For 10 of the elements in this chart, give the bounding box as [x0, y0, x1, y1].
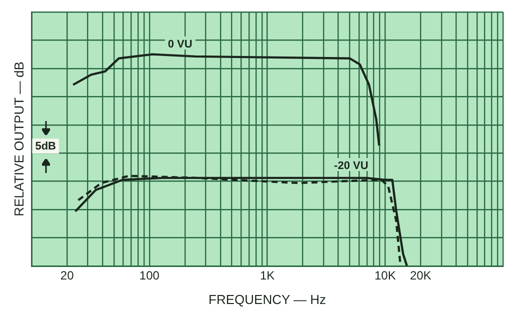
y-axis-title: RELATIVE OUTPUT — dB: [11, 62, 26, 216]
x-tick-label: 10K: [374, 268, 396, 283]
series-label: -20 VU: [334, 160, 368, 172]
x-axis-title: FREQUENCY — Hz: [208, 292, 326, 307]
annotation: 5dB: [35, 140, 56, 153]
x-tick-label: 1K: [260, 268, 275, 283]
x-tick-label: 20: [60, 268, 74, 283]
series-label: 0 VU: [168, 38, 192, 50]
x-tick-label: 100: [139, 268, 160, 283]
x-tick-label: 20K: [410, 268, 432, 283]
